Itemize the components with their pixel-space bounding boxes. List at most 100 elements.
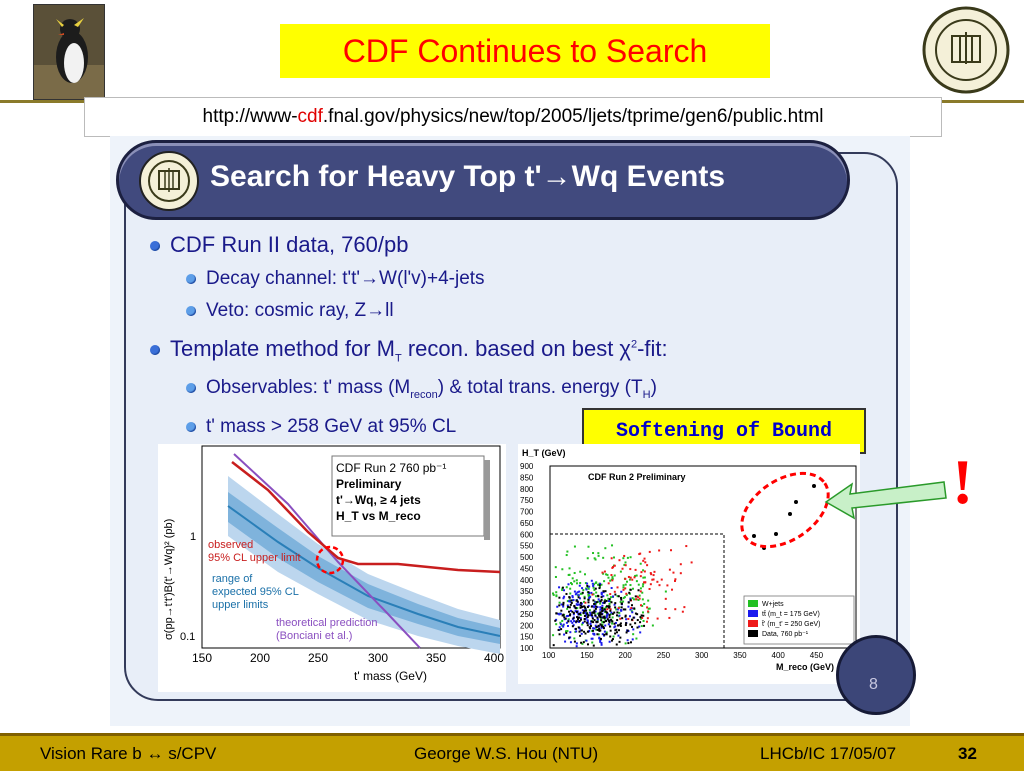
source-url[interactable]: http://www-cdf .fnal.gov/physics/new/top/… xyxy=(84,97,942,137)
scatter-point xyxy=(601,606,604,609)
scatter-point xyxy=(560,603,563,606)
scatter-ytick: 300 xyxy=(520,599,534,608)
scatter-point xyxy=(639,590,642,593)
banner-seal-logo xyxy=(138,150,200,212)
bullet-text: Decay channel: t't'→W(l'v)+4-jets xyxy=(206,268,485,289)
scatter-point xyxy=(619,623,622,626)
scatter-point xyxy=(599,613,602,616)
scatter-point xyxy=(573,620,576,623)
scatter-point xyxy=(607,597,610,600)
scatter-point xyxy=(627,601,630,604)
scatter-point xyxy=(614,632,617,635)
scatter-point xyxy=(576,618,579,621)
scatter-point xyxy=(621,567,624,570)
limit-plot: CDF Run 2 760 pb⁻¹ Preliminary t'→Wq, ≥ … xyxy=(158,444,506,692)
scatter-point xyxy=(576,607,579,610)
scatter-point xyxy=(592,627,595,630)
scatter-point xyxy=(599,640,602,643)
scatter-point xyxy=(590,605,593,608)
scatter-point xyxy=(623,596,626,599)
scatter-ytick: 150 xyxy=(520,633,534,642)
scatter-point xyxy=(586,616,589,619)
scatter-point xyxy=(624,642,627,645)
scatter-point xyxy=(632,616,635,619)
scatter-point xyxy=(622,600,625,603)
scatter-point xyxy=(611,544,614,547)
scatter-ytick: 750 xyxy=(520,496,534,505)
scatter-point xyxy=(581,609,584,612)
scatter-point xyxy=(679,572,682,575)
scatter-point xyxy=(599,606,602,609)
scatter-point xyxy=(582,589,585,592)
scatter-point xyxy=(552,593,555,596)
legend-wjets: W+jets xyxy=(762,601,784,608)
scatter-point xyxy=(593,588,596,591)
scatter-point xyxy=(612,595,615,598)
scatter-point xyxy=(583,597,586,600)
scatter-ytick: 550 xyxy=(520,542,534,551)
scatter-point xyxy=(558,601,561,604)
scatter-point xyxy=(648,587,651,590)
scatter-point xyxy=(648,607,651,610)
scatter-point xyxy=(593,606,596,609)
scatter-point xyxy=(635,574,638,577)
url-suffix: .fnal.gov/physics/new/top/2005/ljets/tpr… xyxy=(322,106,824,127)
scatter-point xyxy=(590,614,593,617)
scatter-point xyxy=(592,629,595,632)
scatter-point xyxy=(576,616,579,619)
scatter-point xyxy=(585,616,588,619)
scatter-point xyxy=(643,570,646,573)
bullet-text: t' mass > 258 GeV at 95% CL xyxy=(206,416,457,437)
xtick-250: 250 xyxy=(308,651,328,665)
scatter-point xyxy=(574,593,577,596)
scatter-point xyxy=(581,621,584,624)
scatter-point xyxy=(615,608,618,611)
scatter-point xyxy=(674,578,677,581)
scatter-point xyxy=(602,595,605,598)
scatter-point xyxy=(573,545,576,548)
scatter-point xyxy=(690,561,693,564)
scatter-point xyxy=(563,633,566,636)
scatter-point xyxy=(602,572,605,575)
scatter-point xyxy=(624,583,627,586)
scatter-point xyxy=(615,628,618,631)
slide-title: CDF Continues to Search xyxy=(342,32,708,69)
scatter-point xyxy=(643,557,646,560)
bullet-text: -fit: xyxy=(637,336,668,361)
scatter-point xyxy=(587,604,590,607)
exclamation-mark: ! xyxy=(952,446,974,517)
scatter-point xyxy=(575,610,578,613)
scatter-point xyxy=(569,600,572,603)
scatter-point xyxy=(616,595,619,598)
scatter-point xyxy=(583,630,586,633)
scatter-point xyxy=(569,603,572,606)
expected-band-inner xyxy=(228,492,500,644)
scatter-point xyxy=(586,606,589,609)
scatter-point xyxy=(624,561,627,564)
scatter-ytick: 400 xyxy=(520,576,534,585)
scatter-point xyxy=(562,623,565,626)
scatter-point xyxy=(571,599,574,602)
scatter-point xyxy=(633,576,636,579)
scatter-point xyxy=(616,611,619,614)
bullet-template-method: Template method for MT recon. based on b… xyxy=(150,336,668,364)
scatter-point xyxy=(555,595,558,598)
scatter-point xyxy=(604,547,607,550)
scatter-point xyxy=(638,594,641,597)
scatter-point xyxy=(569,587,572,590)
scatter-point xyxy=(568,567,571,570)
scatter-point xyxy=(603,618,606,621)
scatter-point xyxy=(606,608,609,611)
label-range-3: upper limits xyxy=(212,599,269,611)
scatter-point xyxy=(561,586,564,589)
scatter-point xyxy=(572,617,575,620)
scatter-point xyxy=(593,619,596,622)
scatter-point xyxy=(619,624,622,627)
scatter-point xyxy=(579,604,582,607)
scatter-point xyxy=(575,642,578,645)
scatter-point xyxy=(582,611,585,614)
scatter-point xyxy=(575,579,578,582)
scatter-point xyxy=(594,602,597,605)
scatter-point xyxy=(573,580,576,583)
scatter-point xyxy=(596,618,599,621)
